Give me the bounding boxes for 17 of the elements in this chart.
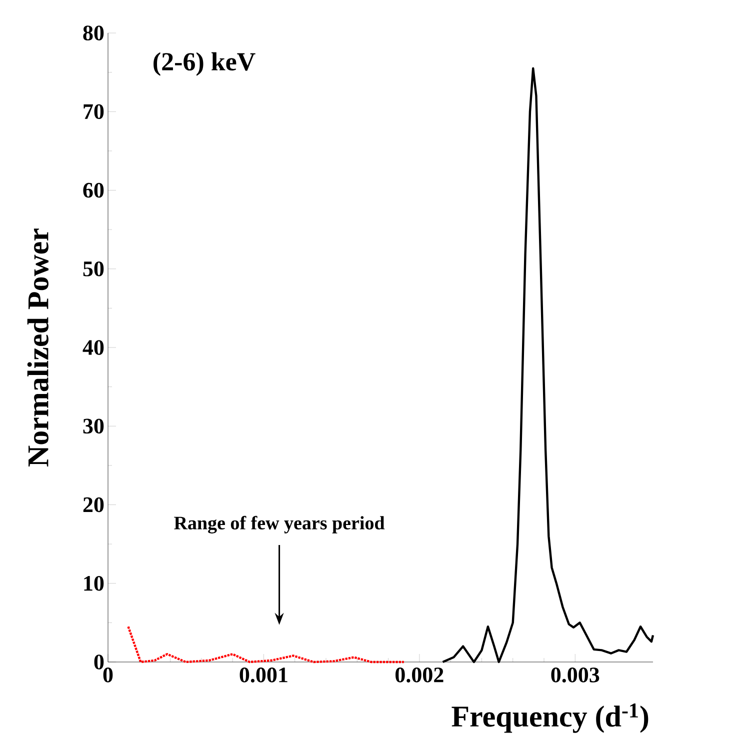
x-tick-label: 0.002 <box>396 668 444 682</box>
annotation: Range of few years period <box>174 516 385 534</box>
text: (2-6) keV <box>154 52 256 76</box>
y-tick-label: 80 <box>83 26 104 40</box>
y-tick-label: 0 <box>94 654 104 670</box>
x-axis-title: Frequency (d$^{-1}$) <box>452 704 648 733</box>
y-tick-label: 50 <box>83 261 104 276</box>
y-tick-label: 60 <box>83 182 104 198</box>
y-tick-label: 30 <box>83 418 104 434</box>
x-tick-label: 0.001 <box>240 668 288 682</box>
y-tick-label: 20 <box>83 497 104 512</box>
line-series <box>127 626 405 664</box>
y-axis-title: Normalized Power <box>27 228 48 466</box>
y-tick-label: 70 <box>84 104 104 120</box>
y-tick-label: 40 <box>82 340 104 355</box>
y-tick-label: 10 <box>84 576 104 591</box>
x-tick-label: 0.003 <box>551 668 600 682</box>
